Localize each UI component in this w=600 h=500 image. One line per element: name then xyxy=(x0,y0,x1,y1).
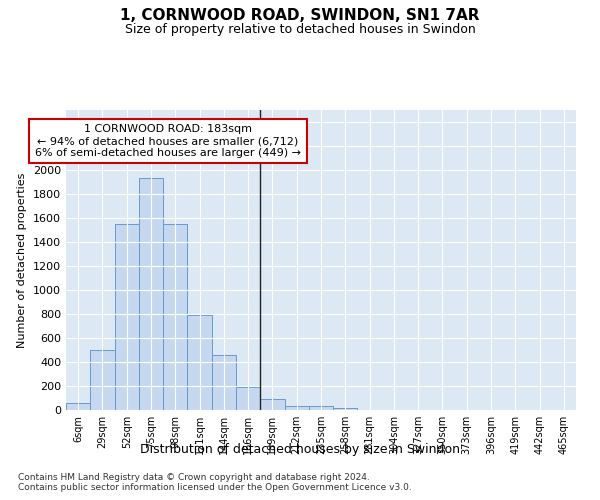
Bar xyxy=(236,387,260,410)
Bar xyxy=(309,406,333,410)
Text: 1 CORNWOOD ROAD: 183sqm
← 94% of detached houses are smaller (6,712)
6% of semi-: 1 CORNWOOD ROAD: 183sqm ← 94% of detache… xyxy=(35,124,301,158)
Bar xyxy=(212,355,236,410)
Bar xyxy=(115,224,139,410)
Text: Distribution of detached houses by size in Swindon: Distribution of detached houses by size … xyxy=(140,442,460,456)
Bar xyxy=(284,406,309,410)
Bar xyxy=(163,224,187,410)
Bar xyxy=(260,399,284,410)
Text: Contains public sector information licensed under the Open Government Licence v3: Contains public sector information licen… xyxy=(18,484,412,492)
Bar xyxy=(139,178,163,410)
Bar xyxy=(333,408,358,410)
Text: Contains HM Land Registry data © Crown copyright and database right 2024.: Contains HM Land Registry data © Crown c… xyxy=(18,472,370,482)
Text: 1, CORNWOOD ROAD, SWINDON, SN1 7AR: 1, CORNWOOD ROAD, SWINDON, SN1 7AR xyxy=(120,8,480,22)
Text: Size of property relative to detached houses in Swindon: Size of property relative to detached ho… xyxy=(125,22,475,36)
Bar xyxy=(90,350,115,410)
Bar xyxy=(187,315,212,410)
Bar xyxy=(66,404,90,410)
Y-axis label: Number of detached properties: Number of detached properties xyxy=(17,172,28,348)
